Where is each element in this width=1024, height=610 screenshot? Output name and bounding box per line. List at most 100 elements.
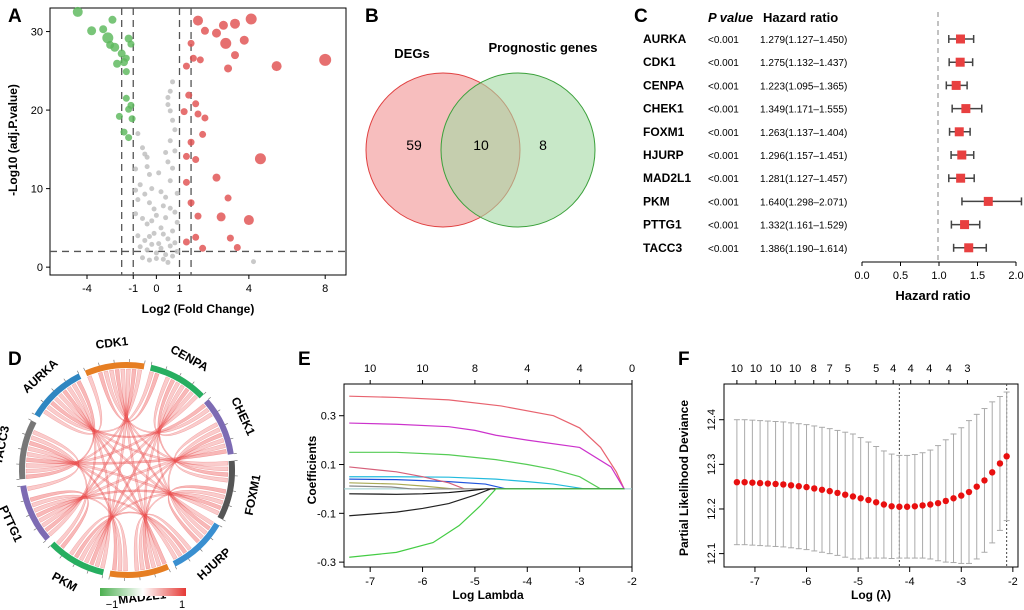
chord-link (26, 451, 220, 516)
cv-ylabel: Partial Likelihood Deviance (677, 400, 691, 556)
volcano-point-up (196, 56, 204, 64)
forest-gene-label: FOXM1 (643, 125, 685, 139)
volcano-point-up (187, 39, 195, 47)
coef-xtick-label: -7 (365, 576, 375, 588)
volcano-xtick-label: 1 (176, 283, 182, 295)
chord-link (27, 446, 178, 560)
forest-pvalue: <0.001 (708, 244, 739, 255)
coef-ytick-label: -0.3 (317, 557, 336, 569)
chord-link (84, 437, 225, 564)
cv-mean-point (834, 489, 841, 497)
forest-hr-marker (964, 243, 974, 253)
volcano-point-ns (133, 211, 139, 217)
forest-pvalue: <0.001 (708, 81, 739, 92)
volcano-point-down (113, 59, 122, 68)
volcano-plot: -4 -1 0 1 4 8 0 10 20 30 Log2 (Fold Change) -Log… (6, 6, 347, 316)
panel-label-e: E (298, 349, 311, 370)
chord-scale-tick (188, 558, 191, 562)
volcano-point-up (192, 100, 200, 108)
volcano-point-down (117, 49, 126, 58)
volcano-xtick-label: 8 (322, 283, 328, 295)
cv-top-tick-label: 4 (946, 363, 952, 375)
chord-scale-tick (219, 525, 223, 528)
coef-xtick-label: -3 (575, 576, 585, 588)
forest-hr-marker (957, 150, 967, 160)
chord-link (29, 490, 89, 549)
volcano-point-ns (137, 244, 143, 250)
volcano-point-up (226, 234, 234, 242)
volcano-point-ns (160, 231, 166, 237)
forest-hr-text: 1.279(1.127–1.450) (760, 35, 847, 46)
volcano-point-ns (135, 197, 141, 203)
forest-hr-marker (955, 57, 965, 67)
volcano-point-ns (156, 241, 162, 247)
chord-segment (84, 362, 145, 377)
legend-tick-high: 1 (179, 599, 185, 610)
volcano-point-ns (163, 215, 169, 221)
cv-mean-point (896, 503, 903, 510)
volcano-point-ns (146, 234, 152, 240)
cv-mean-point (756, 479, 764, 487)
chord-link (25, 380, 96, 480)
coef-top-tick-label: 4 (577, 363, 583, 375)
chord-scale-tick (228, 505, 232, 507)
coef-xtick-label: -2 (627, 576, 637, 588)
cv-top-tick-label: 10 (769, 363, 781, 375)
forest-hr-text: 1.281(1.127–1.457) (760, 174, 847, 185)
volcano-point-down (122, 94, 130, 102)
cv-mean-point (733, 478, 741, 486)
venn-value-both: 10 (473, 137, 489, 153)
chord-scale-tick (192, 381, 195, 385)
panel-label-b: B (365, 6, 379, 27)
chord-scale-tick (179, 372, 182, 376)
volcano-ytick-label: 20 (31, 105, 43, 117)
chord-scale-tick (165, 366, 168, 370)
chord-link (50, 400, 207, 438)
cv-xtick-label: -3 (956, 576, 966, 588)
forest-hr-text: 1.223(1.095–1.365) (760, 81, 847, 92)
cv-xtick-label: -2 (1008, 576, 1018, 588)
cv-mean-point (942, 497, 949, 505)
chord-segment (50, 541, 105, 576)
chord-gene-label: CENPA (168, 342, 211, 374)
forest-xtick-label: 0.0 (854, 270, 869, 282)
chord-scale-tick (230, 437, 234, 440)
cv-mean-point (996, 460, 1004, 467)
volcano-point-ns (149, 186, 155, 192)
volcano-point-down (87, 26, 97, 36)
cv-mean-point (818, 486, 826, 493)
cv-mean-point (772, 480, 779, 488)
chord-scale-tick (200, 549, 203, 552)
cv-top-tick-label: 3 (964, 363, 970, 375)
volcano-point-up (319, 53, 332, 66)
forest-gene-label: HJURP (643, 148, 684, 162)
chord-link (25, 369, 143, 474)
chord-link (173, 422, 228, 483)
venn-value-only-degs: 59 (406, 137, 422, 153)
volcano-point-ns (151, 230, 157, 236)
volcano-xlabel: Log2 (Fold Change) (142, 302, 255, 316)
cv-ytick-label: 12.2 (706, 498, 718, 519)
volcano-point-ns (167, 205, 173, 211)
coef-ytick-label: 0.3 (321, 411, 336, 423)
cv-mean-point (749, 479, 756, 486)
volcano-point-ns (146, 171, 152, 177)
forest-pvalue: <0.001 (708, 35, 739, 46)
volcano-point-up (243, 215, 254, 226)
cv-ytick-label: 12.3 (706, 454, 718, 475)
cv-mean-point (780, 481, 787, 488)
volcano-point-ns (160, 203, 166, 209)
volcano-point-ns (167, 178, 173, 184)
forest-hr-marker (960, 220, 970, 230)
volcano-point-up (233, 244, 241, 252)
chord-scale-tick (63, 378, 66, 382)
chord-link (66, 385, 112, 569)
forest-hr-text: 1.263(1.137–1.404) (760, 128, 847, 139)
cv-mean-point (764, 480, 772, 487)
volcano-point-up (199, 130, 207, 138)
volcano-point-ns (163, 252, 169, 258)
cv-deviance-plot: -7 -6 -5 -4 -3 -2 12.1 12.2 12.3 12.4 10 10 10 10 8 7… (677, 363, 1019, 602)
cv-top-tick-label: 5 (873, 363, 879, 375)
chord-link (33, 496, 183, 558)
